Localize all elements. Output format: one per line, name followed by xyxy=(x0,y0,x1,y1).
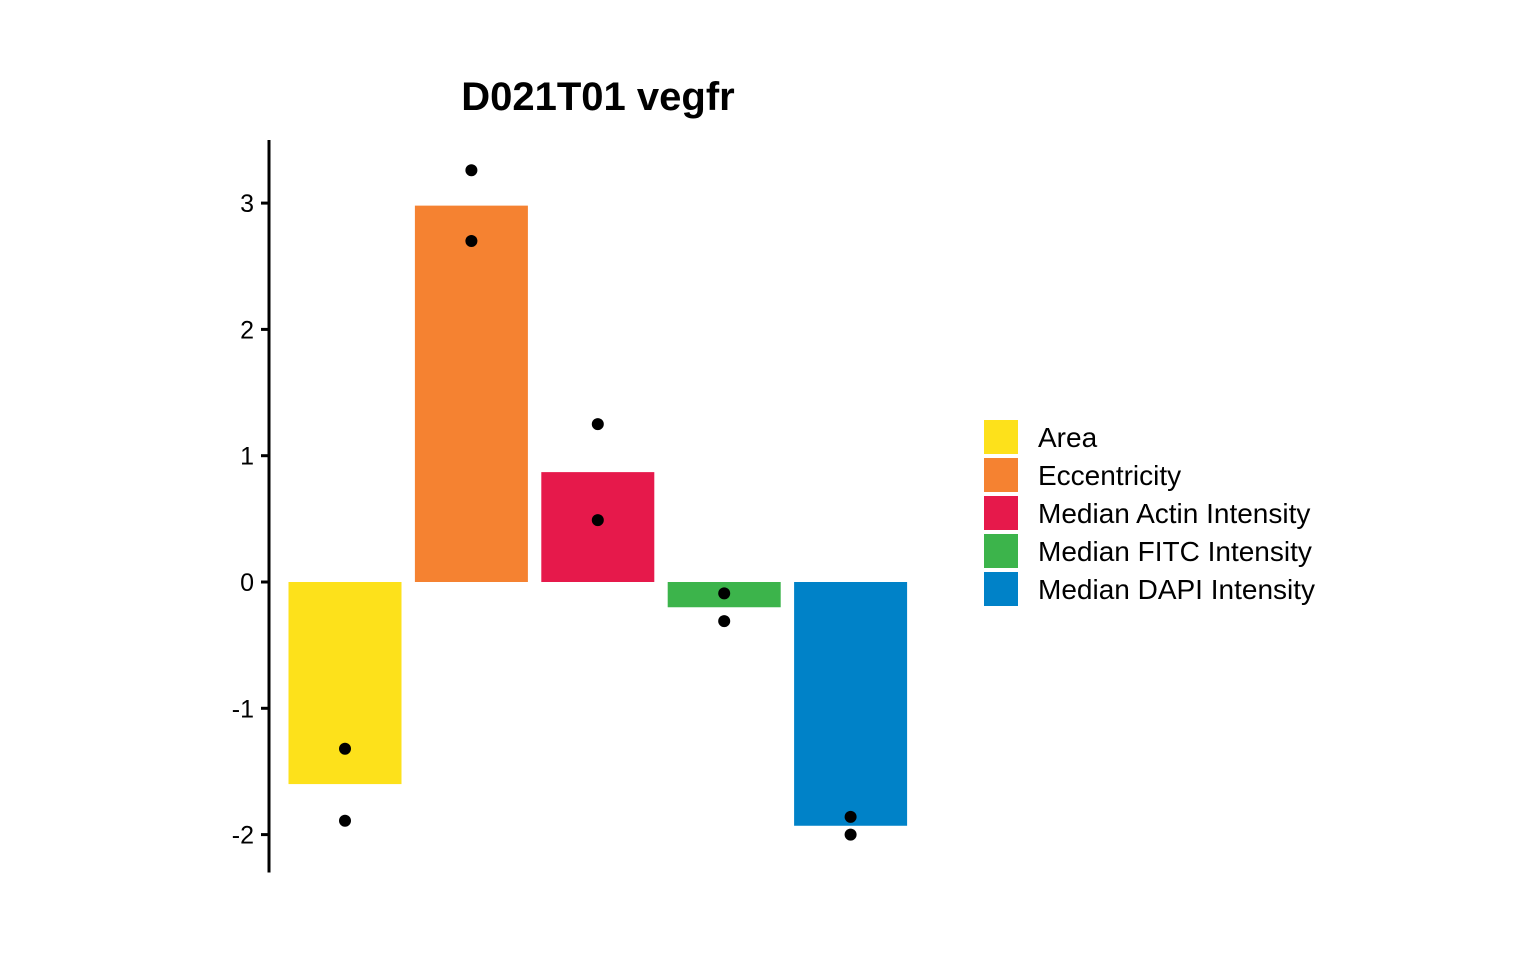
legend-key-area xyxy=(984,420,1018,454)
legend-label-median-fitc-intensity: Median FITC Intensity xyxy=(1038,536,1312,567)
bar-median-dapi-intensity xyxy=(794,582,908,826)
legend-label-median-dapi-intensity: Median DAPI Intensity xyxy=(1038,574,1315,605)
data-point-median-actin-intensity xyxy=(591,514,604,527)
data-point-area xyxy=(339,742,351,755)
legend-key-median-dapi-intensity xyxy=(984,572,1018,606)
y-tick-label: 2 xyxy=(240,316,254,344)
points-layer xyxy=(339,164,857,841)
bar-eccentricity xyxy=(414,205,528,582)
legend-label-median-actin-intensity: Median Actin Intensity xyxy=(1038,498,1310,529)
legend: Area Eccentricity Median Actin Intensity Me… xyxy=(984,420,1315,606)
legend-key-eccentricity xyxy=(984,458,1018,492)
y-tick-label: 0 xyxy=(240,569,254,597)
data-point-eccentricity xyxy=(465,164,478,177)
y-ticks: -2 -1 0 1 2 3 xyxy=(232,190,269,850)
y-tick-label: 3 xyxy=(240,190,254,218)
legend-label-eccentricity: Eccentricity xyxy=(1038,460,1181,491)
data-point-median-fitc-intensity xyxy=(718,615,731,628)
legend-key-median-fitc-intensity xyxy=(984,534,1018,568)
data-point-eccentricity xyxy=(465,234,478,247)
chart-title: D021T01 vegfr xyxy=(461,75,734,119)
legend-key-median-actin-intensity xyxy=(984,496,1018,530)
legend-label-area: Area xyxy=(1038,422,1098,453)
data-point-area xyxy=(339,814,351,827)
y-tick-label: -1 xyxy=(232,695,254,723)
bar-median-actin-intensity xyxy=(541,472,655,582)
data-point-median-fitc-intensity xyxy=(718,587,731,600)
y-axis: -2 -1 0 1 2 3 xyxy=(232,139,271,873)
data-point-median-dapi-intensity xyxy=(844,810,857,823)
bars-layer xyxy=(288,205,908,826)
y-tick-label: 1 xyxy=(240,443,254,471)
y-tick-label: -2 xyxy=(232,822,254,850)
data-point-median-dapi-intensity xyxy=(844,828,857,841)
data-point-median-actin-intensity xyxy=(591,418,604,431)
